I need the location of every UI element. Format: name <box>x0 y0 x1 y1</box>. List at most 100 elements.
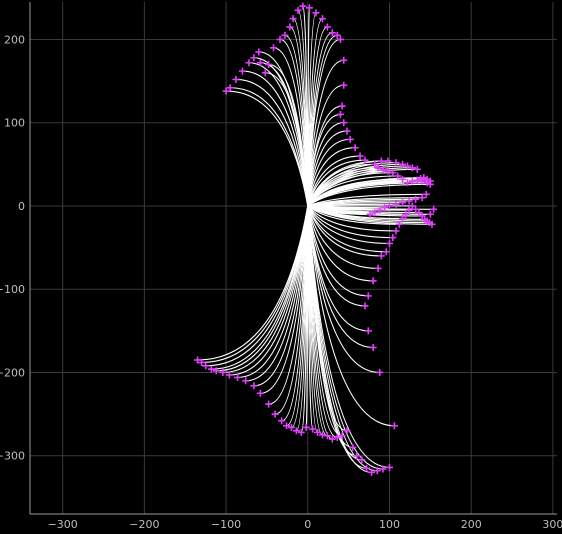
ray-line <box>307 183 431 207</box>
hit-point <box>413 165 421 173</box>
hit-point <box>340 56 348 64</box>
ray-line <box>307 205 397 232</box>
hit-point <box>361 156 369 164</box>
hit-point <box>349 443 357 451</box>
hit-point <box>234 373 242 381</box>
x-tick-label: −200 <box>129 518 159 531</box>
hit-point <box>346 135 354 143</box>
hit-point <box>384 157 392 165</box>
hit-point <box>336 35 344 43</box>
y-tick-label: −300 <box>0 450 25 463</box>
ray-line <box>229 205 309 376</box>
hit-point <box>353 452 361 460</box>
hit-point <box>374 264 382 272</box>
hit-point <box>403 162 411 170</box>
hit-point <box>286 23 294 31</box>
hit-point <box>356 152 364 160</box>
hit-point <box>364 292 372 300</box>
ray-line <box>230 87 309 207</box>
hit-point <box>302 423 310 431</box>
ray-line <box>307 205 432 225</box>
hit-point <box>394 172 402 180</box>
hit-point <box>340 81 348 89</box>
hit-point <box>312 9 320 17</box>
hit-point <box>392 159 400 167</box>
ray-line <box>307 205 370 215</box>
hit-point <box>386 239 394 247</box>
hit-point <box>376 368 384 376</box>
hit-point <box>193 356 201 364</box>
hit-point <box>418 177 426 185</box>
hit-point <box>412 205 420 213</box>
hit-point <box>207 365 215 373</box>
hit-point <box>408 164 416 172</box>
hit-point <box>351 144 359 152</box>
hit-point <box>323 432 331 440</box>
ray-line <box>253 205 309 387</box>
hit-point <box>399 175 407 183</box>
hit-point <box>232 75 240 83</box>
ray-line <box>307 205 400 225</box>
hit-point <box>377 252 385 260</box>
y-tick-label: −200 <box>0 366 25 379</box>
hit-point <box>226 84 234 92</box>
ray-line <box>216 205 309 372</box>
hit-point <box>271 410 279 418</box>
hit-point <box>399 214 407 222</box>
hit-point <box>343 427 351 435</box>
hit-point <box>413 176 421 184</box>
ray-line <box>307 193 427 207</box>
x-tick-label: −300 <box>48 518 78 531</box>
hit-point <box>287 423 295 431</box>
y-tick-label: 100 <box>4 117 25 130</box>
hit-point <box>386 463 394 471</box>
ray-line <box>307 147 356 207</box>
axes <box>29 2 557 515</box>
hit-point <box>283 422 291 430</box>
hit-point <box>376 206 384 214</box>
ray-line <box>273 47 309 206</box>
ray-line <box>307 178 403 207</box>
ray-line <box>307 205 387 253</box>
hit-point <box>219 368 227 376</box>
tick-labels: −300 −200 −100 0 100 200 300 −300 −200 −100 0 100 20… <box>0 33 562 531</box>
hit-point <box>269 44 277 52</box>
x-tick-label: −100 <box>211 518 241 531</box>
ray-line <box>307 205 379 269</box>
grid <box>30 2 557 514</box>
hit-point <box>390 422 398 430</box>
hit-point <box>281 31 289 39</box>
hit-point <box>399 160 407 168</box>
hit-point <box>255 48 263 56</box>
x-tick-label: 200 <box>461 518 482 531</box>
hit-point <box>250 54 258 62</box>
ray-line <box>260 205 309 394</box>
hit-point <box>238 67 246 75</box>
ray-line <box>242 70 309 207</box>
hit-point <box>371 160 379 168</box>
hit-point <box>422 190 430 198</box>
x-tick-label: 0 <box>304 518 311 531</box>
hit-point <box>256 389 264 397</box>
hit-point <box>374 164 382 172</box>
hit-point <box>389 169 397 177</box>
ray-line <box>307 155 361 207</box>
hit-point <box>405 197 413 205</box>
hit-point <box>428 220 436 228</box>
ray-line <box>307 205 382 257</box>
hit-point <box>382 248 390 256</box>
hit-point <box>399 199 407 207</box>
hit-point <box>225 371 233 379</box>
ray-line <box>245 205 309 382</box>
hit-point <box>278 417 286 425</box>
y-tick-label: 0 <box>18 200 25 213</box>
hit-point <box>379 465 387 473</box>
hit-point <box>250 382 258 390</box>
hit-point <box>408 177 416 185</box>
hit-point <box>338 102 346 110</box>
hit-point <box>364 327 372 335</box>
hit-point <box>358 456 366 464</box>
hit-point <box>386 202 394 210</box>
hit-point <box>426 210 434 218</box>
